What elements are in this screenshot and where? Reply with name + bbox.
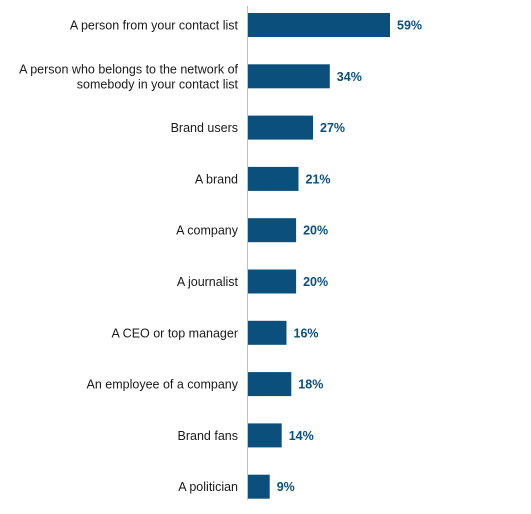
- bar-value-label: 18%: [298, 378, 323, 392]
- category-label-line: An employee of a company: [87, 378, 239, 392]
- bar-value-label: 20%: [303, 224, 328, 238]
- bar: [248, 166, 299, 191]
- category-label-line: A CEO or top manager: [112, 326, 238, 340]
- bar-value-label: 20%: [303, 275, 328, 289]
- category-label-line: A brand: [195, 172, 238, 186]
- category-label-line: A person who belongs to the network of: [19, 62, 238, 76]
- bar-value-label: 9%: [277, 480, 295, 494]
- category-label: A politician: [178, 480, 238, 494]
- category-label-line: A journalist: [177, 275, 239, 289]
- category-label-line: Brand users: [171, 121, 238, 135]
- category-label-line: A company: [176, 224, 239, 238]
- category-label: Brand fans: [178, 429, 238, 443]
- category-label-line: somebody in your contact list: [77, 77, 239, 91]
- bars: [248, 13, 390, 499]
- bar-value-label: 59%: [397, 19, 422, 33]
- category-label: A person who belongs to the network of so…: [19, 62, 238, 91]
- bar-value-label: 16%: [294, 326, 319, 340]
- bar: [248, 269, 297, 294]
- category-label: A journalist: [177, 275, 239, 289]
- bar: [248, 372, 292, 397]
- category-label: A person from your contact list: [70, 19, 239, 33]
- bar: [248, 474, 270, 499]
- category-label: A CEO or top manager: [112, 326, 238, 340]
- category-label: An employee of a company: [87, 378, 239, 392]
- value-labels: 59% 34% 27% 21% 20% 20% 16% 18% 14% 9%: [277, 19, 422, 495]
- bar-value-label: 27%: [320, 121, 345, 135]
- bar-value-label: 34%: [337, 70, 362, 84]
- bar: [248, 320, 287, 345]
- bar: [248, 13, 390, 37]
- category-label-line: A person from your contact list: [70, 19, 239, 33]
- bar: [248, 64, 330, 89]
- bar-value-label: 21%: [306, 172, 331, 186]
- category-label-line: A politician: [178, 480, 238, 494]
- category-label: Brand users: [171, 121, 238, 135]
- category-label-line: Brand fans: [178, 429, 238, 443]
- category-label: A brand: [195, 172, 238, 186]
- bar: [248, 115, 313, 140]
- category-label: A company: [176, 224, 239, 238]
- category-labels: A person from your contact list A person …: [19, 19, 239, 495]
- bar: [248, 218, 297, 243]
- bar-value-label: 14%: [289, 429, 314, 443]
- bar: [248, 423, 282, 448]
